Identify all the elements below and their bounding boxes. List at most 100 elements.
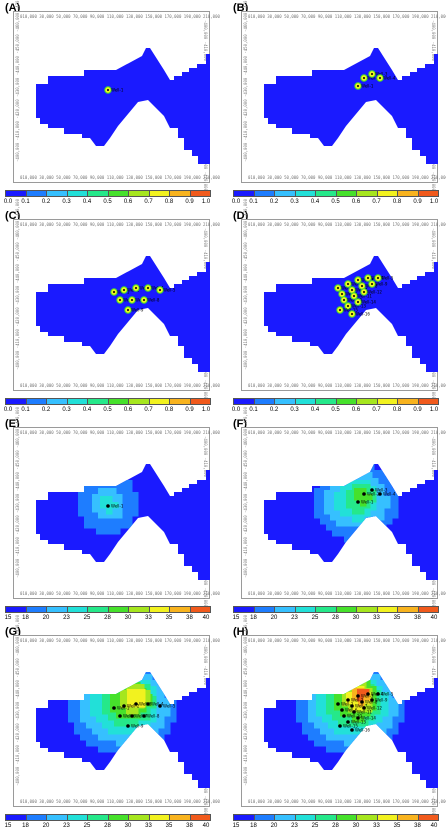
temperature-zone-cell	[128, 746, 135, 753]
colorbar-swatch	[169, 190, 191, 197]
plot-frame: 010,000 30,000 50,000 70,000 90,000 110,…	[13, 199, 220, 399]
temperature-zone-cell	[320, 488, 327, 495]
temperature-zone-cell	[86, 716, 93, 723]
colorbar-tick-label: 15	[4, 615, 12, 621]
temperature-zone-cell	[302, 680, 309, 687]
colorbar-tick-label: 0.8	[164, 199, 174, 205]
temperature-zone-cell	[74, 698, 81, 705]
temperature-zone-cell	[108, 480, 115, 487]
temperature-zone-cell	[352, 502, 359, 509]
temperature-zone-cell	[140, 674, 147, 681]
temperature-zone-cell	[358, 704, 365, 711]
temperature-zone-cell	[80, 716, 87, 723]
temperature-zone-cell	[334, 498, 341, 505]
temperature-zone-cell	[116, 662, 123, 669]
temperature-zone-cell	[342, 514, 349, 521]
temperature-zone-cell	[344, 684, 351, 691]
colorbar-tick-label: 25	[311, 823, 319, 829]
temperature-zone-cell	[158, 686, 165, 693]
temperature-zone-cell	[348, 706, 355, 713]
temperature-zone-cell	[114, 474, 121, 481]
temperature-zone-cell	[326, 512, 333, 519]
temperature-zone-cell	[132, 708, 139, 715]
well-marker: Well-4	[376, 74, 396, 82]
colorbar: 0.0 0.1 0.2 0.3 0.4 0.5 0.6 0.7 0.8 0.9 1.0	[4, 398, 211, 416]
temperature-zone-cell	[392, 512, 399, 519]
colorbar-swatch	[107, 190, 129, 197]
temperature-zone-cell	[302, 698, 309, 705]
temperature-zone-cell	[314, 686, 321, 693]
temperature-zone-cell	[132, 510, 139, 517]
temperature-zone-cell	[362, 746, 369, 753]
temperature-zone-cell	[146, 734, 153, 741]
colorbar-swatch	[169, 814, 191, 821]
temperature-zone-cell	[158, 698, 165, 705]
colorbar-swatch	[87, 398, 109, 405]
temperature-zone-cell	[350, 674, 357, 681]
temperature-zone-cell	[308, 734, 315, 741]
temperature-zone-cell	[314, 734, 321, 741]
temperature-zone-cell	[364, 490, 371, 497]
well-marker: Well-4	[378, 492, 396, 497]
well-label: Well-1	[111, 504, 124, 509]
colorbar-swatch	[335, 606, 357, 613]
temperature-zone-cell	[346, 496, 353, 503]
colorbar-swatch	[417, 398, 439, 405]
colorbar-tick-label: 20	[270, 615, 278, 621]
temperature-zone-cell	[96, 516, 103, 523]
temperature-zone-cell	[144, 684, 151, 691]
temperature-zone-cell	[380, 740, 387, 747]
temperature-zone-cell	[108, 474, 115, 481]
colorbar-swatch	[356, 190, 378, 197]
temperature-zone-cell	[320, 512, 327, 519]
temperature-zone-cell	[134, 740, 141, 747]
temperature-zone-cell	[164, 686, 171, 693]
colorbar-swatch	[87, 606, 109, 613]
well-marker: Well-2	[360, 74, 380, 82]
well-marker: Well-1	[112, 706, 130, 711]
temperature-zone-cell	[344, 524, 351, 531]
temperature-zone-cell	[302, 722, 309, 729]
temperature-zone-cell	[338, 470, 345, 477]
temperature-zone-cell	[126, 708, 133, 715]
colorbar-tick-label: 0.2	[269, 199, 279, 205]
temperature-zone-cell	[382, 710, 389, 717]
temperature-zone-cell	[110, 734, 117, 741]
temperature-zone-cell	[378, 508, 385, 515]
temperature-zone-cell	[133, 695, 140, 702]
temperature-zone-cell	[134, 674, 141, 681]
temperature-zone-cell	[356, 740, 363, 747]
temperature-zone-cell	[90, 692, 97, 699]
temperature-zone-cell	[126, 680, 133, 687]
colorbar-swatch	[107, 398, 129, 405]
temperature-zone-cell	[344, 464, 351, 471]
colorbar-swatch	[46, 606, 68, 613]
reservoir-domain	[36, 48, 210, 164]
colorbar: 0.0 0.1 0.2 0.3 0.4 0.5 0.6 0.7 0.8 0.9 1.0	[232, 398, 439, 416]
temperature-zone-cell	[90, 486, 97, 493]
temperature-zone-cell	[152, 734, 159, 741]
temperature-zone-cell	[170, 710, 177, 717]
temperature-zone-cell	[80, 692, 87, 699]
temperature-zone-cell	[128, 740, 135, 747]
temperature-zone-cell	[68, 698, 75, 705]
temperature-zone-cell	[368, 734, 375, 741]
temperature-zone-cell	[110, 680, 117, 687]
temperature-zone-cell	[352, 508, 359, 515]
well-marker: Well-12	[362, 706, 382, 711]
temperature-zone-cell	[358, 516, 365, 523]
colorbar-tick-label: 0.2	[41, 407, 51, 413]
temperature-zone-cell	[370, 692, 377, 699]
temperature-zone-cell	[126, 728, 133, 735]
colorbar-swatch	[87, 190, 109, 197]
temperature-zone-cell	[126, 486, 133, 493]
colorbar-swatch	[5, 398, 27, 405]
temperature-zone-cell	[116, 706, 123, 713]
temperature-zone-cell	[86, 686, 93, 693]
temperature-zone-cell	[150, 716, 157, 723]
temperature-zone-cell	[120, 728, 127, 735]
temperature-zone-cell	[308, 680, 315, 687]
temperature-zone-cell	[338, 720, 345, 727]
temperature-zone-cell	[110, 740, 117, 747]
